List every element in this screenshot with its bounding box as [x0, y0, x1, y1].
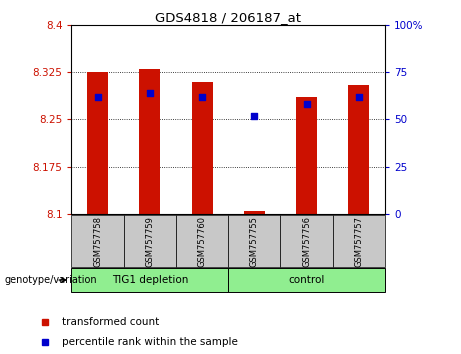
Text: GSM757755: GSM757755: [250, 216, 259, 267]
FancyBboxPatch shape: [228, 268, 385, 292]
FancyBboxPatch shape: [333, 215, 385, 267]
Point: [355, 94, 362, 99]
Text: transformed count: transformed count: [62, 318, 160, 327]
Text: GSM757759: GSM757759: [145, 216, 154, 267]
FancyBboxPatch shape: [71, 215, 124, 267]
Title: GDS4818 / 206187_at: GDS4818 / 206187_at: [155, 11, 301, 24]
Bar: [139, 69, 160, 214]
Bar: [349, 85, 369, 214]
FancyBboxPatch shape: [176, 215, 228, 267]
Bar: [192, 81, 213, 214]
FancyBboxPatch shape: [228, 215, 280, 267]
Text: genotype/variation: genotype/variation: [5, 275, 97, 285]
Point: [94, 94, 101, 99]
Text: percentile rank within the sample: percentile rank within the sample: [62, 337, 238, 347]
FancyBboxPatch shape: [124, 215, 176, 267]
Text: GSM757757: GSM757757: [355, 216, 363, 267]
Text: TIG1 depletion: TIG1 depletion: [112, 275, 188, 285]
Point: [303, 102, 310, 107]
Text: control: control: [289, 275, 325, 285]
Text: GSM757760: GSM757760: [198, 216, 207, 267]
Text: GSM757758: GSM757758: [93, 216, 102, 267]
FancyBboxPatch shape: [71, 268, 228, 292]
Bar: [87, 72, 108, 214]
Bar: [244, 211, 265, 214]
Text: GSM757756: GSM757756: [302, 216, 311, 267]
Point: [146, 90, 154, 96]
Bar: [296, 97, 317, 214]
FancyBboxPatch shape: [280, 215, 333, 267]
Point: [251, 113, 258, 119]
Point: [198, 94, 206, 99]
